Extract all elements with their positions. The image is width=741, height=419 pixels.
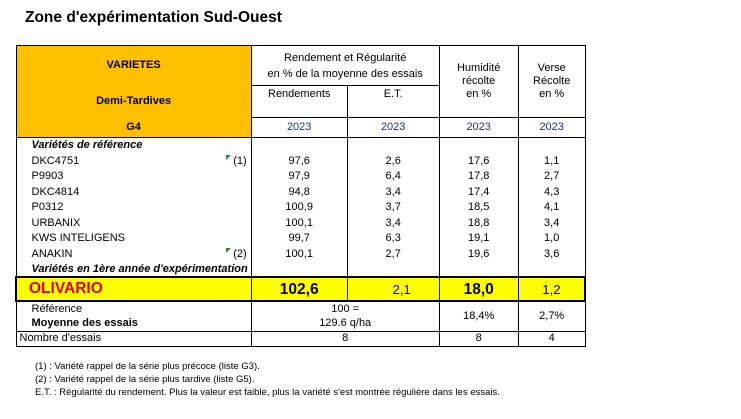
hum-cell: 17,8 — [438, 169, 519, 185]
group-label: Demi-Tardives — [15, 85, 252, 118]
et-cell: 3,4 — [346, 215, 440, 231]
rend-cell: 97,6 — [250, 153, 348, 169]
reference-verse: 2,7% — [517, 300, 586, 331]
verse-cell: 2,7 — [517, 169, 586, 185]
variety-note: (2) — [233, 247, 247, 260]
verse-line1: Verse — [537, 62, 566, 74]
humidite-line1: Humidité — [456, 62, 501, 74]
reference-val1: 100 = — [250, 300, 440, 316]
verse-cell: 1,1 — [517, 153, 586, 169]
rendements-header: Rendements — [250, 85, 348, 118]
humidite-line2: récolte — [462, 75, 496, 87]
reference-hum: 18,4% — [438, 300, 519, 331]
hum-cell: 17,6 — [438, 153, 519, 169]
year-et: 2023 — [346, 117, 440, 138]
reference-moyenne-label: Moyenne des essais — [15, 316, 252, 331]
highlight-verse: 1,2 — [517, 276, 587, 302]
verse-cell: 4,1 — [517, 200, 586, 216]
footnote-2: (2) : Variété rappel de la série plus ta… — [35, 374, 255, 385]
rend-cell: 99,7 — [250, 231, 348, 247]
year-rend: 2023 — [250, 117, 348, 138]
year-hum: 2023 — [438, 117, 519, 138]
et-cell: 6,3 — [346, 231, 440, 247]
rend-cell: 100,1 — [250, 246, 348, 262]
humidite-header: Humidité récolte en % — [438, 45, 519, 118]
group-code: G4 — [15, 117, 252, 138]
verse-cell: 3,6 — [517, 246, 586, 262]
hum-cell: 19,1 — [438, 231, 519, 247]
table-row: P0312 100,9 3,7 18,5 4,1 — [15, 200, 586, 216]
verse-line3: en % — [539, 88, 565, 100]
verse-cell: 3,4 — [517, 215, 586, 231]
verse-cell: 4,3 — [517, 184, 586, 200]
highlight-row: OLIVARIO 102,6 2,1 18,0 1,2 — [14, 276, 587, 302]
table-row: KWS INTELIGENS 99,7 6,3 19,1 1,0 — [15, 231, 586, 247]
variety-name: ANAKIN — [15, 246, 217, 262]
et-cell: 3,4 — [346, 184, 440, 200]
highlight-rend: 102,6 — [250, 276, 348, 302]
comment-marker-icon — [226, 154, 232, 160]
rend-cell: 100,1 — [250, 215, 348, 231]
highlight-name: OLIVARIO — [14, 276, 252, 302]
verse-cell: 1,0 — [517, 231, 586, 247]
nb-essais-hum: 8 — [438, 330, 519, 347]
humidite-line3: en % — [466, 88, 492, 100]
verse-line2: Récolte — [533, 75, 571, 87]
et-cell: 2,6 — [346, 153, 440, 169]
varietes-header: VARIETES — [15, 45, 252, 86]
nb-essais-rend: 8 — [250, 330, 440, 347]
et-cell: 6,4 — [346, 169, 440, 185]
rend-reg-line2: en % de la moyenne des essais — [267, 67, 423, 80]
reference-label: Référence — [15, 300, 252, 316]
table-row: URBANIX 100,1 3,4 18,8 3,4 — [15, 215, 586, 231]
et-cell: 3,7 — [346, 200, 440, 216]
variety-name: DKC4814 — [15, 184, 217, 200]
nb-essais-verse: 4 — [517, 330, 586, 347]
highlight-et: 2,1 — [346, 276, 440, 302]
table-row: DKC4814 94,8 3,4 17,4 4,3 — [15, 184, 586, 200]
results-table: VARIETES Rendement et Régularité en % de… — [14, 45, 587, 347]
variety-name: P9903 — [15, 169, 217, 185]
variety-name: DKC4751 — [15, 153, 217, 169]
variety-name: P0312 — [15, 200, 217, 216]
footnote-1: (1) : Variété rappel de la série plus pr… — [35, 361, 260, 372]
hum-cell: 18,5 — [438, 200, 519, 216]
hum-cell: 18,8 — [438, 215, 519, 231]
year-verse: 2023 — [517, 117, 586, 138]
variety-note: (1) — [233, 154, 247, 167]
et-header: E.T. — [346, 85, 440, 118]
et-cell: 2,7 — [346, 246, 440, 262]
footnotes: (1) : Variété rappel de la série plus pr… — [35, 360, 500, 399]
rend-cell: 97,9 — [250, 169, 348, 185]
rend-reg-line1: Rendement et Régularité — [284, 51, 407, 64]
table-row: ANAKIN (2) 100,1 2,7 19,6 3,6 — [15, 246, 586, 262]
table-row: DKC4751 (1) 97,6 2,6 17,6 1,1 — [15, 153, 586, 169]
hum-cell: 19,6 — [438, 246, 519, 262]
section-first-year: Variétés en 1ère année d'expérimentation — [15, 262, 252, 277]
section-reference: Variétés de référence — [15, 137, 252, 154]
comment-marker-icon — [226, 247, 232, 253]
table-row: P9903 97,9 6,4 17,8 2,7 — [15, 169, 586, 185]
rend-reg-header: Rendement et Régularité en % de la moyen… — [250, 45, 440, 86]
hum-cell: 17,4 — [438, 184, 519, 200]
rend-cell: 100,9 — [250, 200, 348, 216]
highlight-hum: 18,0 — [438, 276, 519, 302]
page-title: Zone d'expérimentation Sud-Ouest — [25, 9, 282, 26]
reference-val2: 129.6 q/ha — [250, 316, 440, 331]
rend-cell: 94,8 — [250, 184, 348, 200]
verse-header: Verse Récolte en % — [517, 45, 586, 118]
nb-essais-label: Nombre d'essais — [15, 330, 252, 347]
variety-name: URBANIX — [15, 215, 217, 231]
variety-name: KWS INTELIGENS — [15, 231, 217, 247]
footnote-3: E.T. : Régularité du rendement. Plus la … — [35, 387, 500, 398]
